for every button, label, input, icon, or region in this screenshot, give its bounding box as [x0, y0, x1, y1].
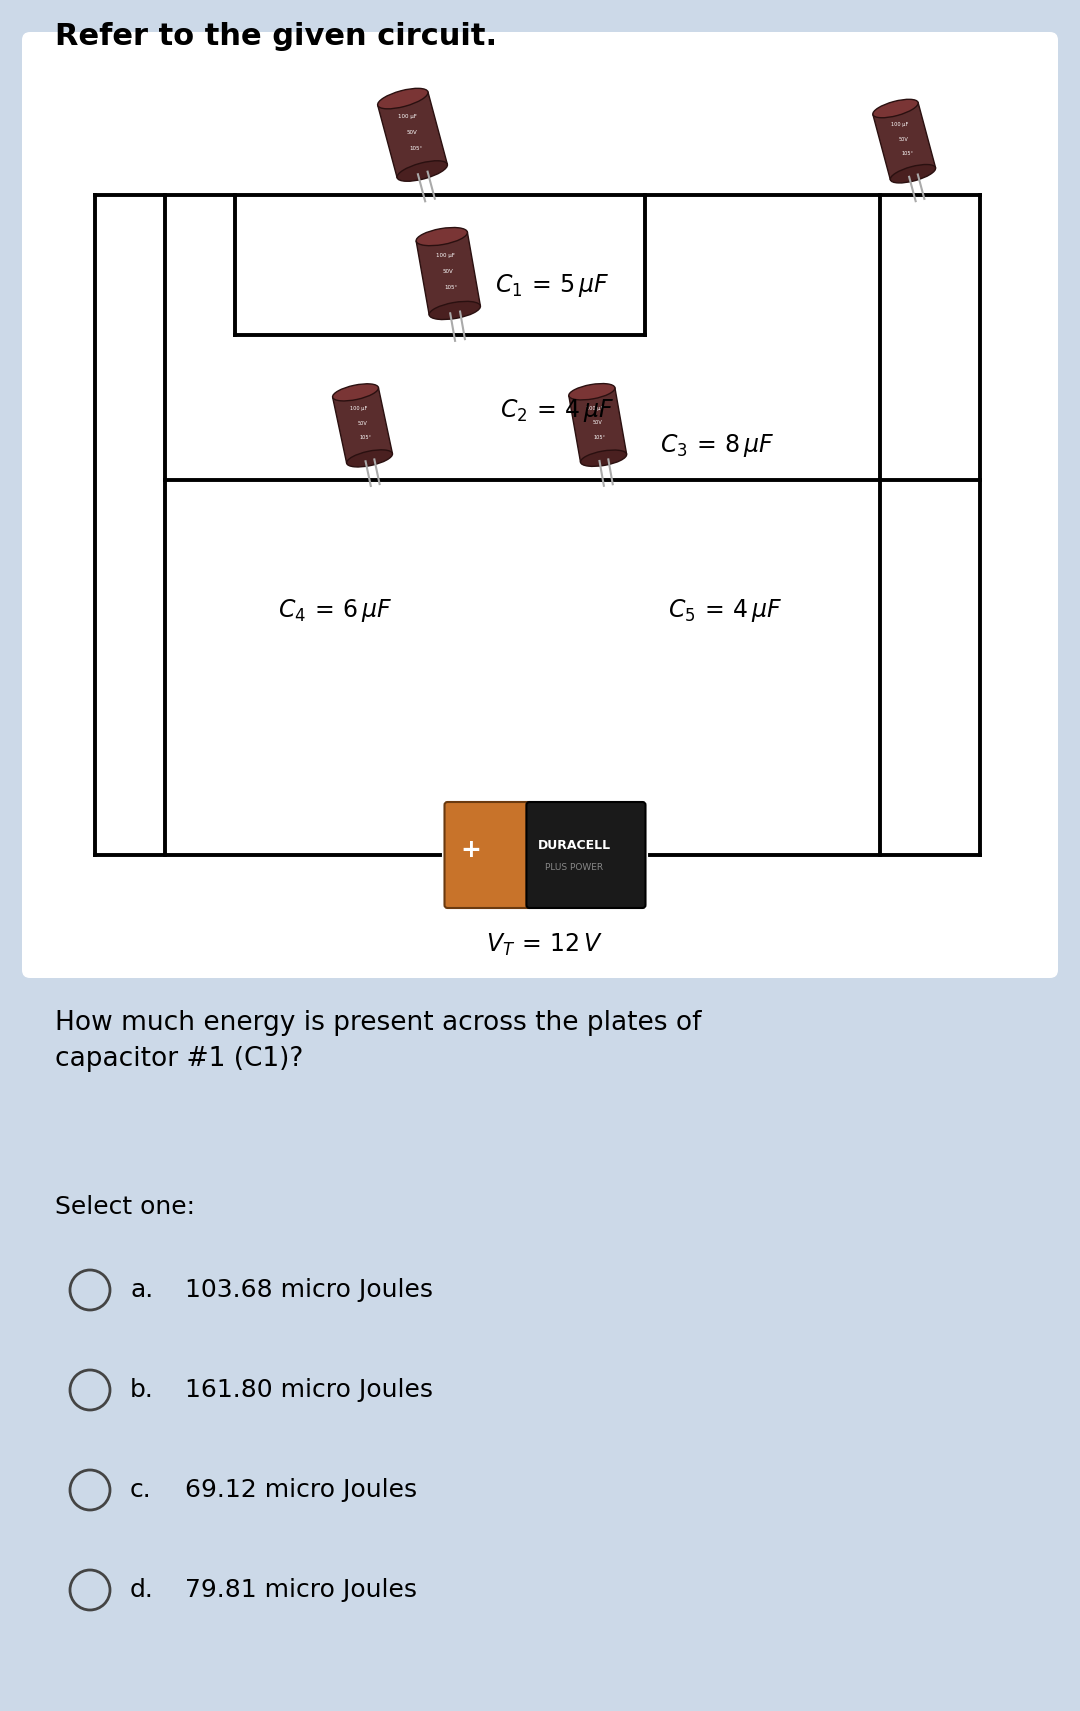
Text: 50V: 50V: [593, 421, 603, 426]
Bar: [333, 387, 392, 464]
Ellipse shape: [873, 99, 918, 118]
FancyBboxPatch shape: [445, 802, 532, 909]
Ellipse shape: [333, 383, 378, 400]
Ellipse shape: [378, 89, 428, 110]
Text: 105°: 105°: [902, 151, 914, 156]
Text: 105°: 105°: [360, 435, 372, 440]
Ellipse shape: [347, 450, 392, 467]
Text: d.: d.: [130, 1578, 153, 1601]
Text: 50V: 50V: [443, 269, 454, 274]
Text: 105°: 105°: [444, 286, 457, 291]
Text: 100 µF: 100 µF: [435, 253, 455, 258]
Ellipse shape: [580, 450, 626, 467]
Text: $C_4\,=\,6\,\mu F$: $C_4\,=\,6\,\mu F$: [279, 597, 392, 623]
Ellipse shape: [429, 301, 481, 320]
Ellipse shape: [416, 228, 468, 246]
Text: 105°: 105°: [594, 435, 606, 440]
Bar: [378, 92, 447, 178]
Text: $C_1\,=\,5\,\mu F$: $C_1\,=\,5\,\mu F$: [495, 272, 609, 298]
Text: 103.68 micro Joules: 103.68 micro Joules: [185, 1278, 433, 1302]
Ellipse shape: [569, 383, 615, 400]
Text: 105°: 105°: [409, 145, 423, 151]
Text: 100 µF: 100 µF: [350, 407, 367, 411]
Text: $C_3\,=\,8\,\mu F$: $C_3\,=\,8\,\mu F$: [660, 431, 774, 459]
Bar: [569, 388, 626, 462]
Text: c.: c.: [130, 1478, 152, 1502]
Text: 100 µF: 100 µF: [891, 121, 908, 127]
Text: 50V: 50V: [357, 421, 367, 426]
Text: 50V: 50V: [406, 130, 417, 135]
Text: How much energy is present across the plates of
capacitor #1 (C1)?: How much energy is present across the pl…: [55, 1009, 702, 1073]
FancyBboxPatch shape: [526, 802, 646, 909]
Text: DURACELL: DURACELL: [538, 838, 611, 852]
Text: 161.80 micro Joules: 161.80 micro Joules: [185, 1377, 433, 1401]
Text: 100 µF: 100 µF: [399, 115, 417, 120]
Text: 50V: 50V: [899, 137, 908, 142]
Text: b.: b.: [130, 1377, 153, 1401]
Text: Select one:: Select one:: [55, 1194, 195, 1218]
Text: PLUS POWER: PLUS POWER: [545, 862, 604, 871]
Text: +: +: [460, 838, 482, 862]
Ellipse shape: [397, 161, 447, 181]
Text: 100 µF: 100 µF: [586, 406, 604, 411]
Text: $V_T\,=\,12\,V$: $V_T\,=\,12\,V$: [486, 932, 604, 958]
Bar: [873, 103, 935, 180]
Bar: [416, 233, 481, 315]
Text: 69.12 micro Joules: 69.12 micro Joules: [185, 1478, 417, 1502]
Text: a.: a.: [130, 1278, 153, 1302]
Text: 79.81 micro Joules: 79.81 micro Joules: [185, 1578, 417, 1601]
Text: Refer to the given circuit.: Refer to the given circuit.: [55, 22, 497, 51]
Text: $C_5\,=\,4\,\mu F$: $C_5\,=\,4\,\mu F$: [669, 597, 782, 623]
Text: $C_2\,=\,4\,\mu F$: $C_2\,=\,4\,\mu F$: [500, 397, 615, 424]
FancyBboxPatch shape: [22, 33, 1058, 979]
Ellipse shape: [890, 164, 935, 183]
